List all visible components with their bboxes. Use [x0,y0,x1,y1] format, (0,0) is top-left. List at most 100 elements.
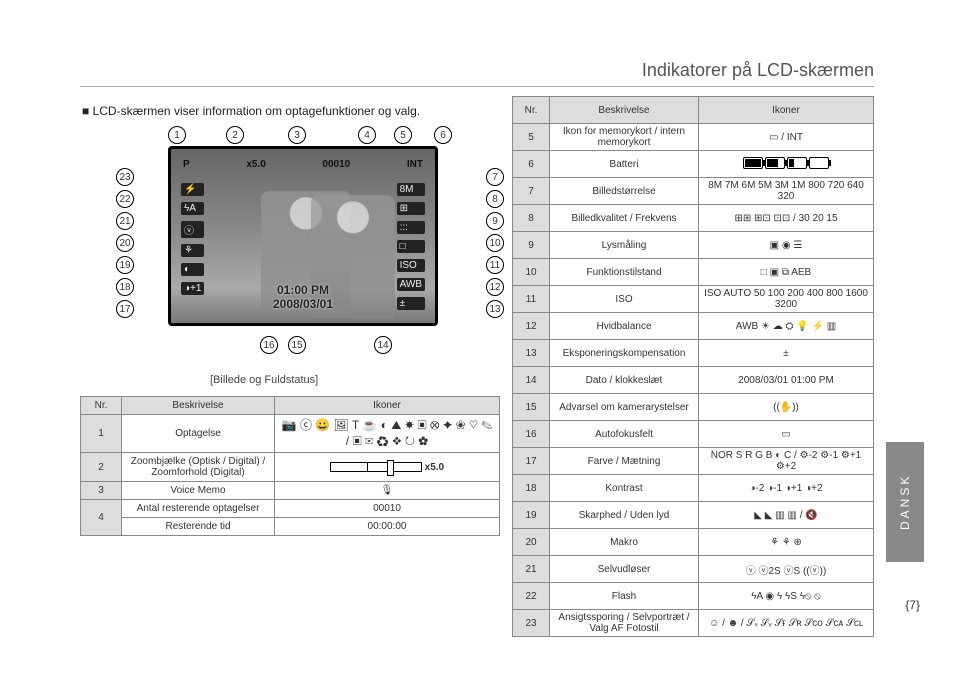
table-row: 18Kontrast◑-2 ◑-1 ◑+1 ◑+2 [513,475,874,502]
osd-bottom: 01:00 PM 2008/03/01 [179,283,427,311]
callout: 6 [434,126,452,144]
zoom-value: x5.0 [425,462,444,473]
cell-desc: Billedkvalitet / Frekvens [550,205,699,232]
cell-nr: 8 [513,205,550,232]
table-row: 19Skarphed / Uden lyd◣ ◣ ▥ ▥ / 🔇 [513,502,874,529]
cell-nr: 15 [513,394,550,421]
callout: 7 [486,168,504,186]
table-row: 3 Voice Memo 🎙 [81,482,500,500]
cell-icons: 8M 7M 6M 5M 3M 1M 800 720 640 320 [699,178,874,205]
col-header-icons: Ikoner [699,97,874,124]
cell-desc: Optagelse [122,415,275,453]
cell-nr: 3 [81,482,122,500]
cell-desc: Farve / Mætning [550,448,699,475]
cell-desc: Voice Memo [122,482,275,500]
cell-nr: 18 [513,475,550,502]
cell-icons: ⓥ ⓥ2S ⓥS ((ⓥ)) [699,556,874,583]
table-row: 5Ikon for memorykort / intern memorykort… [513,124,874,151]
cell-desc: Eksponeringskompensation [550,340,699,367]
card-icon: INT [407,159,423,170]
left-table: Nr. Beskrivelse Ikoner 1 Optagelse 📷 ⓒ 😀… [80,396,500,536]
callout: 21 [116,212,134,230]
callout: 17 [116,300,134,318]
battery-icons [743,157,829,169]
table-row: 11ISOISO AUTO 50 100 200 400 800 1600 32… [513,286,874,313]
cell-nr: 23 [513,610,550,637]
col-header-desc: Beskrivelse [122,397,275,415]
callout: 8 [486,190,504,208]
callout: 14 [374,336,392,354]
cell-icons: ◣ ◣ ▥ ▥ / 🔇 [699,502,874,529]
callout: 3 [288,126,306,144]
osd-left-icon: ⚡ [181,183,204,196]
osd-left-icon: ⚘ [181,244,204,257]
cell-icons: 00010 [275,500,500,518]
cell-desc: Lysmåling [550,232,699,259]
diagram-caption: [Billede og Fuldstatus] [210,374,318,386]
table-row: 17Farve / MætningNOR S R G B ◐ C / ⚙-2 ⚙… [513,448,874,475]
mode-icon: P [183,159,190,170]
cell-desc: Ansigtssporing / Selvportræt / Valg AF F… [550,610,699,637]
table-row: 10Funktionstilstand□ ▣ ⧉ AEB [513,259,874,286]
cell-desc: Resterende tid [122,518,275,536]
cell-icons: 2008/03/01 01:00 PM [699,367,874,394]
cell-desc: Flash [550,583,699,610]
callout: 19 [116,256,134,274]
page-title: Indikatorer på LCD-skærmen [642,60,874,81]
cell-nr: 19 [513,502,550,529]
cell-desc: ISO [550,286,699,313]
osd-left-col: ⚡ ϟA ⓥ ⚘ ◐ ◑+1 [181,183,204,295]
cell-icons: ((✋)) [699,394,874,421]
table-row: 20Makro⚘ ⚘ ⊕ [513,529,874,556]
zoom-bar-icon [330,462,422,472]
cell-icons: ◑-2 ◑-1 ◑+1 ◑+2 [699,475,874,502]
table-row: 12HvidbalanceAWB ☀ ☁ ⛭ 💡 ⚡ ▥ [513,313,874,340]
table-row: 13Eksponeringskompensation± [513,340,874,367]
col-header-icons: Ikoner [275,397,500,415]
cell-desc: Ikon for memorykort / intern memorykort [550,124,699,151]
table-row: 2 Zoombjælke (Optisk / Digital) / Zoomfo… [81,453,500,482]
cell-icons: 🎙 [275,482,500,500]
col-header-nr: Nr. [513,97,550,124]
callout: 13 [486,300,504,318]
cell-desc: Billedstørrelse [550,178,699,205]
cell-nr: 17 [513,448,550,475]
callout: 20 [116,234,134,252]
osd-right-icon: □ [397,240,425,253]
cell-nr: 4 [81,500,122,536]
cell-icons: ⚘ ⚘ ⊕ [699,529,874,556]
cell-desc: Kontrast [550,475,699,502]
right-table: Nr. Beskrivelse Ikoner 5Ikon for memoryk… [512,96,874,637]
table-row: 16Autofokusfelt▭ [513,421,874,448]
osd-time: 01:00 PM [179,283,427,297]
cell-icons: ϟA ◉ ϟ ϟS ϟ⦸ ⦸ [699,583,874,610]
callout: 9 [486,212,504,230]
cell-desc: Dato / klokkeslæt [550,367,699,394]
page-subtitle: LCD-skærmen viser information om optagef… [82,104,420,118]
cell-nr: 10 [513,259,550,286]
cell-icons: ± [699,340,874,367]
cell-desc: Funktionstilstand [550,259,699,286]
osd-top-row: P x5.0 00010 INT [183,159,423,170]
cell-nr: 6 [513,151,550,178]
cell-desc: Zoombjælke (Optisk / Digital) / Zoomforh… [122,453,275,482]
lcd-diagram: P x5.0 00010 INT ⚡ ϟA ⓥ ⚘ ◐ ◑+1 8M ⊞ ::: [120,130,500,370]
callout: 5 [394,126,412,144]
lcd-screen: P x5.0 00010 INT ⚡ ϟA ⓥ ⚘ ◐ ◑+1 8M ⊞ ::: [168,146,438,326]
counter-readout: 00010 [322,159,350,170]
table-row: Resterende tid 00:00:00 [81,518,500,536]
callout: 18 [116,278,134,296]
cell-nr: 2 [81,453,122,482]
cell-nr: 1 [81,415,122,453]
table-row: 8Billedkvalitet / Frekvens⊞⊞ ⊞⊡ ⊡⊡ / 30 … [513,205,874,232]
table-row: 4 Antal resterende optagelser 00010 [81,500,500,518]
osd-right-icon: ⊞ [397,202,425,215]
cell-nr: 12 [513,313,550,340]
col-header-desc: Beskrivelse [550,97,699,124]
osd-right-icon: 8M [397,183,425,196]
title-rule [80,86,874,87]
zoom-readout: x5.0 [246,159,265,170]
cell-desc: Advarsel om kamerarystelser [550,394,699,421]
cell-nr: 16 [513,421,550,448]
callout: 11 [486,256,504,274]
